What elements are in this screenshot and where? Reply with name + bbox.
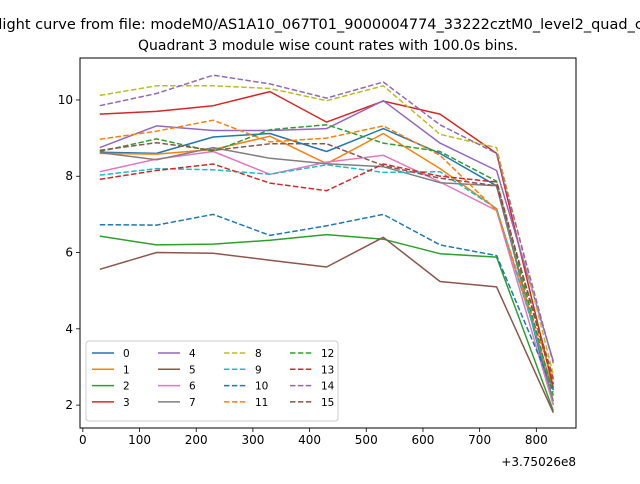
axes-frame <box>79 57 577 429</box>
series-line-0 <box>99 127 555 406</box>
x-tick-label: 700 <box>468 433 491 447</box>
legend-label-4: 4 <box>189 348 196 360</box>
series-line-8 <box>99 85 555 375</box>
series-line-10 <box>99 213 554 391</box>
series-line-12 <box>99 124 555 396</box>
y-tick-label: 4 <box>65 322 73 336</box>
legend-label-11: 11 <box>255 397 268 409</box>
legend-label-9: 9 <box>255 364 262 376</box>
y-tick-label: 8 <box>65 169 73 183</box>
x-offset-label: +3.75026e8 <box>501 455 576 469</box>
legend-label-8: 8 <box>255 348 262 360</box>
legend-label-1: 1 <box>123 364 130 376</box>
x-tick-label: 300 <box>241 433 264 447</box>
y-axis: 2 4 6 8 10 <box>58 93 80 412</box>
legend-label-7: 7 <box>189 397 196 409</box>
series-line-3 <box>99 90 555 389</box>
x-tick-label: 0 <box>79 433 87 447</box>
x-tick-label: 100 <box>128 433 151 447</box>
y-tick-label: 10 <box>58 93 73 107</box>
x-tick-label: 800 <box>525 433 548 447</box>
series-line-13 <box>99 163 555 385</box>
series-line-14 <box>99 74 555 364</box>
legend-label-0: 0 <box>123 348 130 360</box>
legend-label-14: 14 <box>321 381 335 393</box>
series-line-6 <box>99 150 555 406</box>
y-tick-label: 2 <box>65 398 73 412</box>
y-tick-label: 6 <box>65 246 73 260</box>
legend-label-15: 15 <box>321 397 334 409</box>
series-line-4 <box>99 99 555 362</box>
x-tick-label: 400 <box>298 433 321 447</box>
legend-label-2: 2 <box>123 381 130 393</box>
series-line-5 <box>99 236 554 414</box>
legend-box <box>85 340 339 422</box>
series-line-7 <box>99 146 555 402</box>
chart-title: Quadrant 3 module wise count rates with … <box>138 38 518 54</box>
legend-label-3: 3 <box>123 397 130 409</box>
x-tick-label: 600 <box>411 433 434 447</box>
legend-label-12: 12 <box>321 348 334 360</box>
plot-area <box>99 74 555 414</box>
legend-label-13: 13 <box>321 364 334 376</box>
x-tick-label: 500 <box>355 433 378 447</box>
series-line-15 <box>99 141 555 379</box>
chart-suptitle: Plotting light curve from file: modeM0/A… <box>0 17 640 33</box>
series-line-11 <box>99 119 555 381</box>
series-line-2 <box>99 233 555 412</box>
legend-label-5: 5 <box>189 364 196 376</box>
legend-label-10: 10 <box>255 381 268 393</box>
x-axis: 0 100 200 300 400 500 600 700 800 <box>79 428 548 447</box>
legend-label-6: 6 <box>189 381 196 393</box>
x-tick-label: 200 <box>185 433 208 447</box>
